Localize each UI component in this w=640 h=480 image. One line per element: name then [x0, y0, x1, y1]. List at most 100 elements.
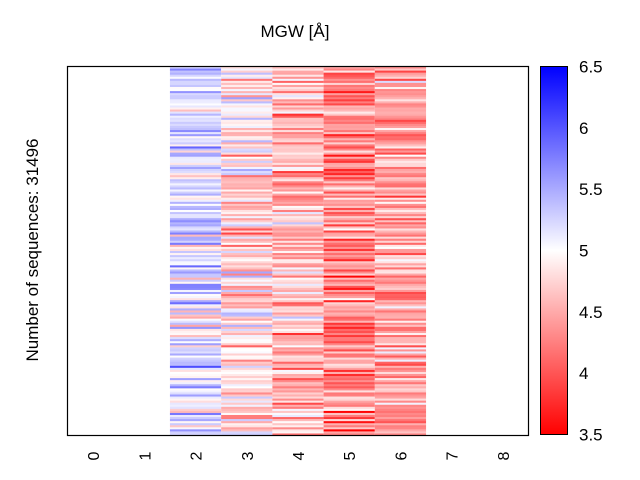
heatmap-cell: [221, 289, 273, 293]
heatmap-cell: [221, 285, 273, 289]
heatmap-cell: [221, 425, 273, 428]
heatmap-cell: [323, 423, 375, 426]
heatmap-cell: [323, 162, 375, 166]
heatmap-cell: [169, 238, 222, 242]
heatmap-cell: [221, 263, 273, 266]
heatmap-cell: [374, 140, 427, 143]
heatmap-cell: [272, 68, 324, 71]
heatmap-cell: [221, 259, 273, 262]
heatmap-cell: [169, 87, 222, 90]
heatmap-cell: [374, 146, 427, 149]
heatmap-cell: [221, 82, 273, 86]
heatmap-cell: [221, 205, 273, 209]
heatmap-cell: [323, 177, 375, 180]
heatmap-cell: [221, 173, 273, 176]
heatmap-cell: [221, 275, 273, 278]
heatmap-cell: [272, 308, 324, 311]
heatmap-cell: [323, 181, 375, 184]
heatmap-cell: [323, 384, 375, 387]
heatmap-cell: [272, 115, 324, 119]
heatmap-cell: [272, 343, 324, 346]
heatmap-cell: [169, 66, 222, 69]
heatmap-cell: [221, 191, 273, 194]
heatmap-cell: [221, 292, 273, 295]
heatmap-cell: [374, 228, 427, 231]
heatmap-cell: [374, 318, 427, 321]
heatmap-cell: [272, 101, 324, 104]
heatmap-cell: [374, 111, 427, 114]
heatmap-cell: [374, 384, 427, 387]
heatmap-cell: [323, 279, 375, 283]
heatmap-cell: [272, 169, 324, 172]
heatmap-cell: [169, 95, 222, 98]
heatmap-cell: [323, 300, 375, 303]
heatmap-cell: [374, 287, 427, 291]
heatmap-cell: [221, 324, 273, 328]
heatmap-cell: [272, 419, 324, 422]
heatmap-cell: [374, 150, 427, 153]
heatmap-cell: [169, 203, 222, 207]
heatmap-cell: [272, 267, 324, 270]
heatmap-cell: [374, 357, 427, 360]
heatmap-cell: [169, 417, 222, 420]
heatmap-cell: [272, 408, 324, 412]
heatmap-cell: [169, 216, 222, 219]
heatmap-cell: [169, 283, 222, 287]
heatmap-cell: [169, 183, 222, 186]
heatmap-cell: [221, 341, 273, 344]
heatmap-cell: [323, 109, 375, 112]
colorbar-tick-label: 3.5: [579, 426, 603, 445]
heatmap-cell: [221, 318, 273, 321]
heatmap-cell: [169, 431, 222, 434]
heatmap-cell: [272, 187, 324, 190]
heatmap-cell: [169, 318, 222, 321]
heatmap-cell: [272, 91, 324, 94]
heatmap-cell: [323, 374, 375, 377]
heatmap-cell: [221, 384, 273, 387]
heatmap-cell: [221, 398, 273, 401]
heatmap-cell: [272, 144, 324, 147]
heatmap-cell: [323, 154, 375, 157]
heatmap-cell: [272, 74, 324, 78]
heatmap-cell: [221, 404, 273, 408]
heatmap-cell: [374, 337, 427, 340]
heatmap-cell: [374, 251, 427, 254]
heatmap-cell: [221, 382, 273, 385]
heatmap-cell: [272, 76, 324, 80]
heatmap-cell: [221, 339, 273, 342]
heatmap-cell: [221, 74, 273, 78]
heatmap-cell: [374, 298, 427, 301]
heatmap-cell: [169, 189, 222, 192]
heatmap-cell: [374, 142, 427, 145]
heatmap-cell: [272, 72, 324, 75]
heatmap-cell: [221, 369, 273, 373]
heatmap-cell: [221, 363, 273, 367]
heatmap-cell: [272, 93, 324, 96]
heatmap-cell: [272, 335, 324, 338]
heatmap-cell: [323, 277, 375, 280]
heatmap-cell: [272, 341, 324, 344]
heatmap-cell: [221, 380, 273, 383]
heatmap-cell: [169, 201, 222, 205]
heatmap-cell: [323, 144, 375, 147]
heatmap-cell: [272, 369, 324, 373]
heatmap-cell: [272, 224, 324, 227]
heatmap-cell: [221, 218, 273, 221]
heatmap-cell: [323, 134, 375, 137]
heatmap-cell: [323, 236, 375, 239]
heatmap-cell: [272, 128, 324, 131]
heatmap-cell: [169, 359, 222, 362]
heatmap-cell: [221, 175, 273, 178]
heatmap-cell: [374, 218, 427, 221]
heatmap-cell: [323, 355, 375, 358]
x-tick-label: 5: [342, 451, 359, 460]
heatmap-cell: [272, 191, 324, 194]
heatmap-cell: [374, 101, 427, 104]
heatmap-cell: [272, 283, 324, 287]
heatmap-cell: [221, 138, 273, 141]
heatmap-cell: [374, 246, 427, 250]
heatmap-cell: [323, 318, 375, 321]
heatmap-cell: [221, 66, 273, 69]
heatmap-cell: [272, 367, 324, 371]
heatmap-cell: [272, 111, 324, 114]
